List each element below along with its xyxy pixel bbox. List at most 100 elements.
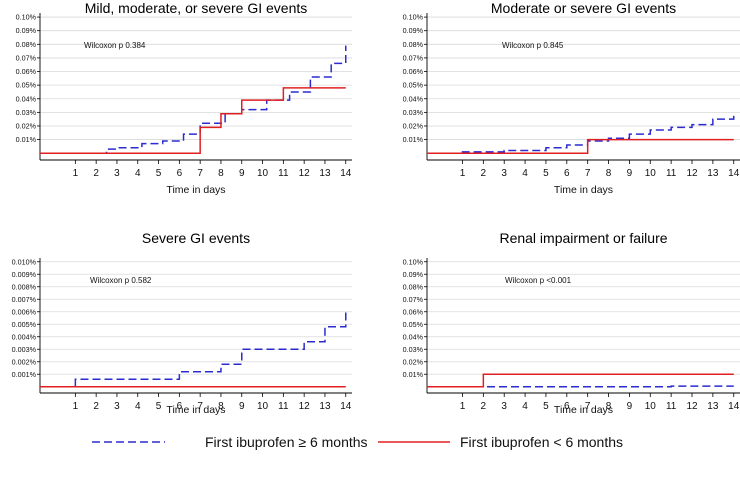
x-tick-label: 12 [686, 401, 698, 412]
series-line-ge6-months [427, 112, 735, 154]
y-tick-label: 0.10% [403, 13, 424, 22]
y-tick-label: 0.03% [16, 108, 37, 117]
panel-title: Severe GI events [142, 230, 250, 246]
x-tick-label: 8 [606, 168, 612, 179]
x-axis-label: Time in days [166, 184, 225, 196]
wilcoxon-annotation: Wilcoxon p 0.582 [90, 276, 152, 285]
x-tick-label: 9 [239, 168, 245, 179]
x-tick-label: 8 [218, 168, 224, 179]
panel-title: Renal impairment or failure [499, 230, 667, 246]
x-tick-label: 5 [543, 168, 549, 179]
x-tick-label: 14 [728, 168, 740, 179]
y-tick-label: 0.010% [12, 257, 37, 266]
x-tick-label: 7 [197, 168, 203, 179]
x-tick-label: 3 [114, 168, 120, 179]
series-line-lt6-months [40, 87, 346, 154]
y-tick-label: 0.09% [403, 26, 424, 35]
x-tick-label: 4 [522, 401, 528, 412]
x-tick-label: 13 [319, 401, 331, 412]
x-tick-label: 13 [707, 168, 719, 179]
x-tick-label: 11 [278, 401, 289, 412]
y-tick-label: 0.008% [12, 282, 37, 291]
panel-1: 0.01% 0.02% 0.03% 0.04% 0.05% 0.06% 0.07% 0.08%… [16, 0, 352, 196]
series-line-lt6-months [427, 138, 734, 154]
legend-label: First ibuprofen ≥ 6 months [205, 434, 368, 450]
x-tick-label: 13 [319, 168, 331, 179]
y-tick-label: 0.03% [403, 345, 424, 354]
wilcoxon-annotation: Wilcoxon p 0.845 [502, 41, 564, 50]
x-tick-label: 1 [73, 401, 79, 412]
y-tick-label: 0.10% [16, 13, 37, 22]
y-tick-label: 0.05% [403, 320, 424, 329]
x-tick-label: 2 [93, 168, 99, 179]
x-tick-label: 1 [73, 168, 79, 179]
y-tick-label: 0.005% [12, 320, 37, 329]
x-tick-label: 14 [340, 168, 352, 179]
x-tick-label: 6 [177, 168, 183, 179]
y-tick-label: 0.07% [403, 53, 424, 62]
x-tick-label: 1 [460, 401, 466, 412]
x-tick-label: 11 [666, 168, 677, 179]
wilcoxon-annotation: Wilcoxon p 0.384 [84, 41, 146, 50]
x-tick-label: 14 [728, 401, 740, 412]
x-tick-label: 3 [501, 401, 507, 412]
y-tick-label: 0.10% [403, 257, 424, 266]
x-tick-label: 7 [197, 401, 203, 412]
x-tick-label: 8 [606, 401, 612, 412]
x-tick-label: 12 [299, 401, 311, 412]
y-tick-label: 0.007% [12, 295, 37, 304]
x-tick-label: 11 [666, 401, 677, 412]
x-tick-label: 11 [278, 168, 289, 179]
x-tick-label: 3 [501, 168, 507, 179]
x-tick-label: 5 [543, 401, 549, 412]
x-tick-label: 9 [239, 401, 245, 412]
y-tick-label: 0.08% [16, 40, 37, 49]
y-tick-label: 0.01% [403, 370, 424, 379]
y-tick-label: 0.06% [403, 307, 424, 316]
x-tick-label: 12 [686, 168, 698, 179]
x-axis-label: Time in days [554, 404, 613, 416]
y-tick-label: 0.04% [403, 94, 424, 103]
y-tick-label: 0.05% [403, 81, 424, 90]
y-tick-label: 0.08% [403, 40, 424, 49]
series-line-ge6-months [40, 45, 347, 154]
legend: First ibuprofen ≥ 6 months First ibuprofe… [92, 434, 623, 450]
x-tick-label: 8 [218, 401, 224, 412]
x-tick-label: 5 [156, 168, 162, 179]
x-tick-label: 6 [564, 168, 570, 179]
series-line-lt6-months [427, 373, 734, 388]
x-tick-label: 7 [585, 401, 591, 412]
y-tick-label: 0.09% [403, 270, 424, 279]
x-tick-label: 13 [707, 401, 719, 412]
x-tick-label: 10 [645, 401, 657, 412]
panel-title: Mild, moderate, or severe GI events [85, 0, 308, 16]
y-tick-label: 0.003% [12, 345, 37, 354]
y-tick-label: 0.06% [403, 67, 424, 76]
x-tick-label: 10 [257, 401, 269, 412]
y-tick-label: 0.01% [403, 135, 424, 144]
x-tick-label: 10 [645, 168, 657, 179]
x-tick-label: 4 [135, 168, 141, 179]
x-tick-label: 12 [299, 168, 311, 179]
x-axis-label: Time in days [166, 404, 225, 416]
x-tick-label: 9 [627, 168, 633, 179]
y-tick-label: 0.08% [403, 282, 424, 291]
y-tick-label: 0.04% [16, 94, 37, 103]
x-tick-label: 1 [460, 168, 466, 179]
x-tick-label: 7 [585, 168, 591, 179]
y-tick-label: 0.002% [12, 357, 37, 366]
x-tick-label: 5 [156, 401, 162, 412]
x-tick-label: 2 [481, 168, 487, 179]
y-tick-label: 0.009% [12, 270, 37, 279]
y-tick-label: 0.001% [12, 370, 37, 379]
panel-2: 0.01% 0.02% 0.03% 0.04% 0.05% 0.06% 0.07% 0.08%… [403, 0, 740, 196]
wilcoxon-annotation: Wilcoxon p <0.001 [505, 276, 572, 285]
y-tick-label: 0.02% [403, 121, 424, 130]
panel-4: 0.01% 0.02% 0.03% 0.04% 0.05% 0.06% 0.07% 0.08%… [403, 230, 740, 416]
y-tick-label: 0.02% [16, 121, 37, 130]
y-tick-label: 0.03% [403, 108, 424, 117]
x-tick-label: 2 [481, 401, 487, 412]
y-tick-label: 0.01% [16, 135, 37, 144]
y-tick-label: 0.09% [16, 26, 37, 35]
